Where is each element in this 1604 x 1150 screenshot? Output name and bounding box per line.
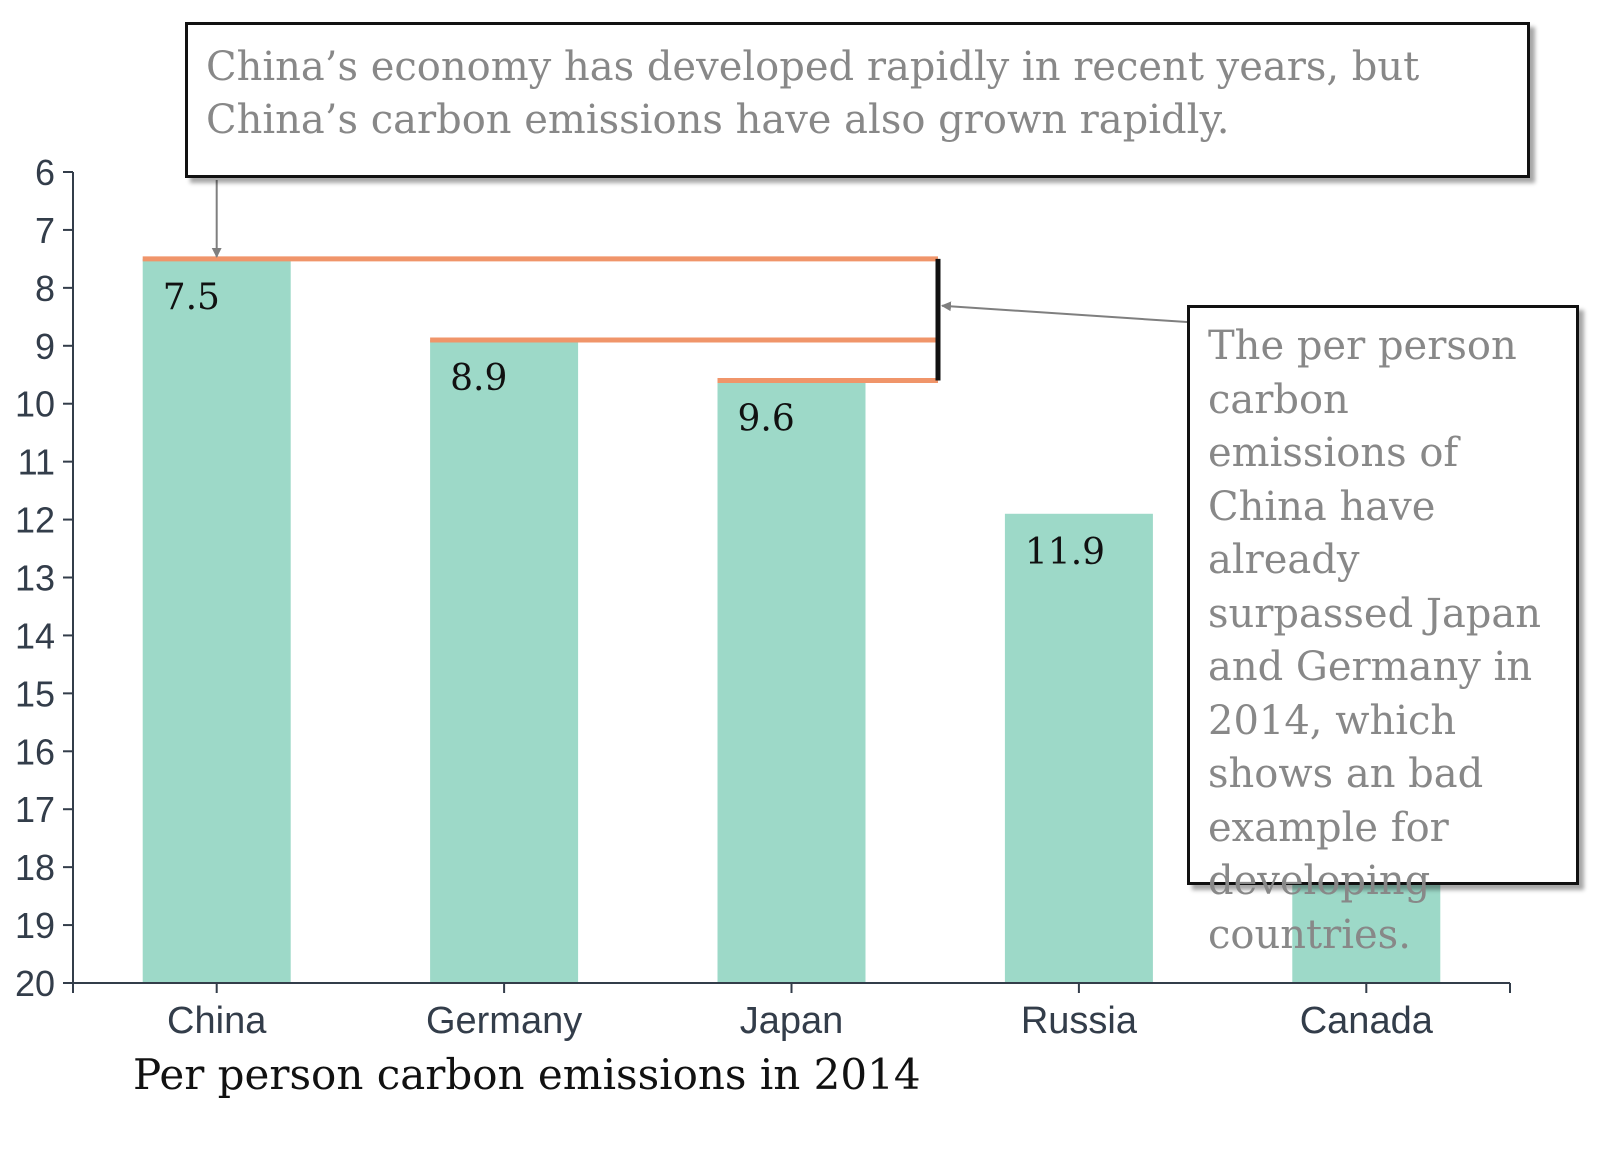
x-tick-label-japan: Japan bbox=[740, 1000, 844, 1042]
annotation-text-top: China’s economy has developed rapidly in… bbox=[206, 44, 1420, 143]
x-tick-label-canada: Canada bbox=[1300, 1000, 1434, 1042]
value-label-germany: 8.9 bbox=[450, 358, 507, 399]
y-tick-label-14: 14 bbox=[15, 615, 55, 656]
y-tick-label-15: 15 bbox=[15, 673, 55, 714]
y-tick-label-11: 11 bbox=[18, 442, 55, 483]
value-label-russia: 11.9 bbox=[1025, 532, 1105, 573]
y-tick-label-12: 12 bbox=[15, 500, 55, 541]
y-tick-label-18: 18 bbox=[15, 847, 55, 888]
y-tick-label-13: 13 bbox=[15, 558, 55, 599]
labels-layer: 7.5 8.9 9.6 11.9 bbox=[163, 277, 1105, 573]
value-label-japan: 9.6 bbox=[738, 399, 795, 440]
y-tick-label-16: 16 bbox=[15, 731, 55, 772]
annotation-connectors bbox=[211, 180, 1188, 323]
x-tick-label-china: China bbox=[167, 1000, 267, 1042]
y-tick-label-17: 17 bbox=[15, 789, 55, 830]
annotation-box-right: The per person carbon emissions of China… bbox=[1187, 305, 1579, 958]
x-tick-label-germany: Germany bbox=[426, 1000, 582, 1042]
y-tick-label-10: 10 bbox=[15, 384, 55, 425]
y-tick-label-20: 20 bbox=[15, 963, 55, 1004]
chart-caption: Per person carbon emissions in 2014 bbox=[133, 1050, 921, 1099]
bar-japan bbox=[717, 380, 866, 983]
bar-germany bbox=[430, 339, 579, 983]
annotation-text-right: The per person carbon emissions of China… bbox=[1208, 323, 1542, 958]
annotation-arrow-right bbox=[941, 301, 1188, 323]
bar-china bbox=[142, 258, 291, 984]
y-tick-label-6: 6 bbox=[35, 152, 55, 193]
bar-russia bbox=[1004, 513, 1153, 983]
x-tick-label-russia: Russia bbox=[1021, 1000, 1138, 1042]
y-tick-label-8: 8 bbox=[35, 268, 55, 309]
annotation-box-top: China’s economy has developed rapidly in… bbox=[185, 22, 1530, 178]
y-tick-label-7: 7 bbox=[35, 210, 55, 251]
y-tick-label-9: 9 bbox=[35, 326, 55, 367]
highlight-lines-layer bbox=[142, 256, 941, 384]
value-label-china: 7.5 bbox=[163, 277, 220, 318]
y-tick-label-19: 19 bbox=[15, 905, 55, 946]
axes-layer: 6 7 8 9 10 11 12 13 14 15 16 17 18 19 20 China Germany Ja… bbox=[15, 152, 1511, 1042]
